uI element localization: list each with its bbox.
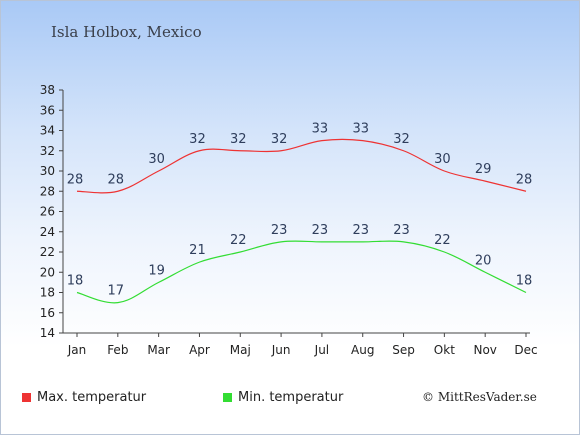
x-tick-label: Sep [392,343,415,357]
x-tick-label: Jun [271,343,291,357]
max-data-label: 33 [352,122,369,137]
x-tick-label: Aug [351,343,374,357]
copyright-text[interactable]: © MittResVader.se [422,390,537,404]
min-data-label: 21 [189,243,206,258]
y-tick-label: 30 [40,164,55,178]
y-tick-label: 16 [40,306,55,320]
y-tick-label: 38 [40,83,55,97]
x-tick-label: Feb [107,343,128,357]
min-temperature-line [76,240,527,304]
y-tick-label: 34 [40,124,55,138]
min-data-label: 23 [271,223,288,238]
min-data-label: 22 [434,233,451,248]
min-data-label: 23 [312,223,329,238]
y-tick-label: 26 [40,205,55,219]
max-temperature-line [76,138,527,194]
y-tick-label: 20 [40,265,55,279]
max-data-label: 29 [475,162,492,177]
legend-label-max: Max. temperatur [37,390,147,405]
x-tick-label: Nov [473,343,496,357]
y-tick-label: 18 [40,286,55,300]
max-data-label: 32 [271,132,288,147]
y-tick-label: 14 [40,326,55,340]
y-tick-label: 36 [40,103,55,117]
min-data-label: 18 [67,274,84,289]
legend-item-min: Min. temperatur [223,390,343,405]
x-tick-label: Dec [514,343,537,357]
x-tick-label: Apr [189,343,210,357]
min-data-label: 22 [230,233,247,248]
x-tick-label: Maj [230,343,251,357]
legend-swatch-max [22,393,31,402]
y-axis-ticks: 14 16 18 20 22 24 26 28 30 32 34 36 38 [40,83,63,340]
max-data-label: 28 [108,172,125,187]
legend-item-max: Max. temperatur [22,390,146,405]
y-tick-label: 32 [40,144,55,158]
max-data-label: 30 [434,152,451,167]
max-data-label: 32 [230,132,247,147]
x-tick-label: Jul [314,343,329,357]
y-tick-label: 22 [40,245,55,259]
min-data-label: 17 [108,284,125,299]
legend-swatch-min [223,393,232,402]
location-title: Isla Holbox, Mexico [51,23,202,41]
min-data-label: 20 [475,253,492,268]
min-data-label: 23 [352,223,369,238]
max-data-label: 32 [189,132,206,147]
series-lines [76,138,527,304]
max-data-label: 30 [148,152,165,167]
min-data-label: 18 [516,274,533,289]
min-data-label: 23 [393,223,410,238]
max-data-label: 33 [312,122,329,137]
data-labels: 28 28 30 32 32 32 33 33 32 30 29 28 18 17 19 21 22 23 23 23… [67,122,533,299]
max-data-label: 28 [516,172,533,187]
y-tick-label: 28 [40,184,55,198]
y-tick-label: 24 [40,225,55,239]
x-tick-label: Jan [67,343,87,357]
x-tick-label: Okt [434,343,455,357]
max-data-label: 28 [67,172,84,187]
legend-label-min: Min. temperatur [238,390,344,405]
x-tick-label: Mar [147,343,170,357]
x-axis-ticks: Jan Feb Mar Apr Maj Jun Jul Aug Sep Okt Nov Dec [67,333,538,357]
max-data-label: 32 [393,132,410,147]
min-data-label: 19 [148,263,165,278]
